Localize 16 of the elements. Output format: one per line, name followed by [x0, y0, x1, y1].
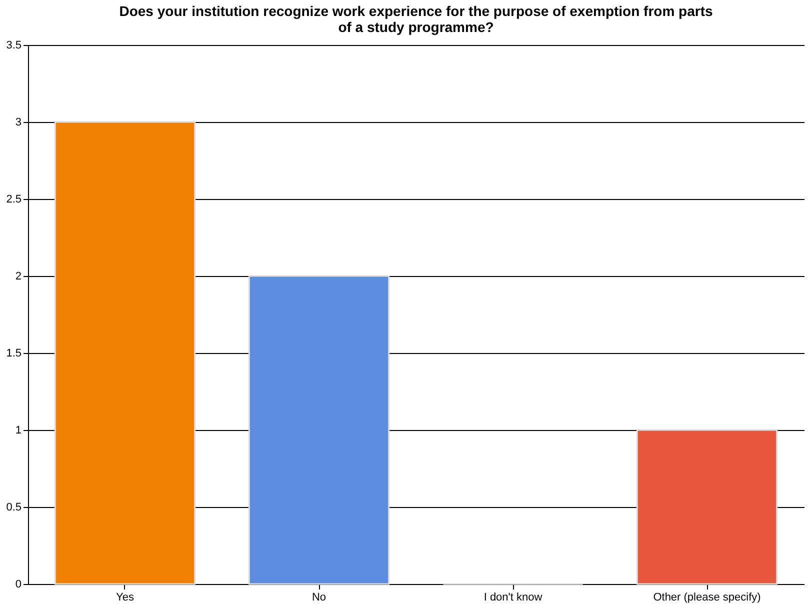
y-tick-label: 2.5 [6, 194, 22, 206]
bar [636, 429, 778, 585]
chart-title: Does your institution recognize work experience for the purpose of exemption from parts of a study programme? [119, 3, 713, 35]
x-tick-label: Yes [116, 592, 134, 604]
y-tick-label: 1 [15, 424, 22, 436]
y-tick-label: 1.5 [6, 348, 22, 360]
y-tick-label: 2 [15, 270, 22, 282]
x-tick-label: No [312, 592, 326, 604]
y-tick-label: 0 [15, 578, 22, 590]
x-tick-label: I don't know [484, 592, 542, 604]
bar [248, 275, 390, 585]
y-tick-label: 3.5 [6, 40, 22, 52]
x-tick-label: Other (please specify) [653, 592, 761, 604]
y-tick-label: 3 [15, 116, 22, 128]
y-tick-label: 0.5 [6, 502, 22, 514]
bar [54, 121, 196, 585]
